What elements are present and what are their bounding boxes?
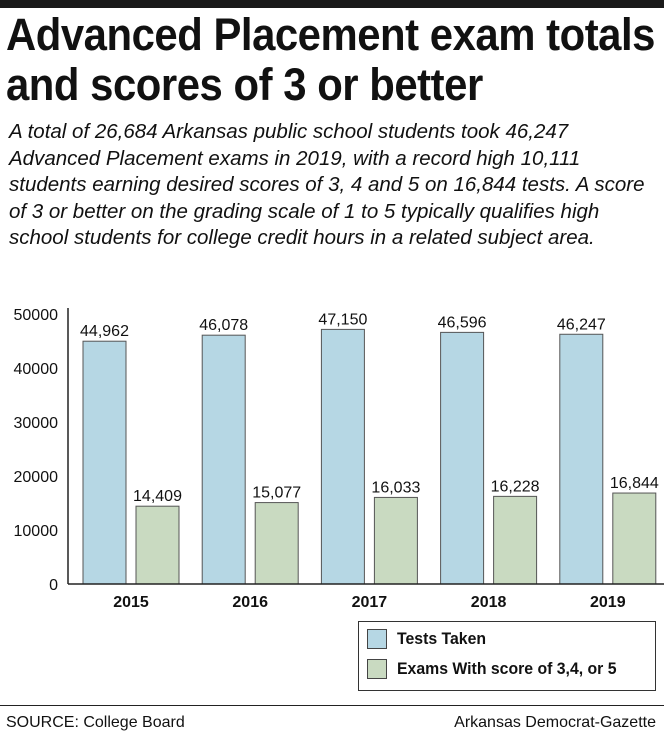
- y-tick-label: 50000: [14, 307, 59, 324]
- bar-exams-3-or-better: [254, 502, 299, 585]
- bar-exams-3-or-better: [493, 495, 538, 585]
- bar-exams-3-or-better: [135, 505, 180, 585]
- bar-tests-taken: [440, 331, 485, 585]
- legend-swatch-tests-taken: [367, 629, 387, 649]
- bar-exams-3-or-better: [373, 496, 418, 585]
- footer-rule: [0, 705, 664, 706]
- legend-item-exams-3-or-better: Exams With score of 3,4, or 5: [367, 659, 633, 679]
- legend-swatch-exams-3-or-better: [367, 659, 387, 679]
- dek-text: A total of 26,684 Arkansas public school…: [9, 120, 645, 249]
- legend-label-tests-taken: Tests Taken: [397, 629, 487, 648]
- bar-exams-3-or-better: [612, 492, 657, 585]
- bar-tests-taken: [559, 333, 604, 585]
- bar-tests-taken: [201, 334, 246, 585]
- chart-legend: Tests Taken Exams With score of 3,4, or …: [358, 621, 656, 691]
- y-tick-label: 30000: [14, 415, 59, 432]
- data-label-tests-taken: 46,078: [199, 317, 248, 334]
- data-label-exams-3-or-better: 14,409: [133, 488, 182, 505]
- publisher-credit: Arkansas Democrat-Gazette: [454, 714, 656, 731]
- y-tick-label: 20000: [14, 469, 59, 486]
- data-label-exams-3-or-better: 15,077: [252, 485, 301, 502]
- source-credit: SOURCE: College Board: [6, 714, 185, 731]
- x-tick-label: 2017: [352, 594, 388, 611]
- x-tick-label: 2018: [471, 594, 507, 611]
- data-label-exams-3-or-better: 16,844: [610, 475, 659, 492]
- y-tick-label: 40000: [14, 361, 59, 378]
- top-rule: [0, 0, 664, 8]
- y-tick-label: 10000: [14, 523, 59, 540]
- data-label-tests-taken: 47,150: [318, 311, 367, 328]
- data-label-exams-3-or-better: 16,033: [371, 479, 420, 496]
- y-tick-label: 0: [49, 577, 58, 594]
- x-tick-label: 2015: [113, 594, 149, 611]
- legend-label-exams-3-or-better: Exams With score of 3,4, or 5: [397, 659, 617, 678]
- bar-tests-taken: [82, 340, 127, 585]
- data-label-tests-taken: 46,596: [438, 314, 487, 331]
- bar-chart: 0 10000 20000 30000 40000 50000 44,962 14,409 20…: [14, 307, 664, 611]
- legend-item-tests-taken: Tests Taken: [367, 629, 493, 649]
- data-label-tests-taken: 44,962: [80, 323, 129, 340]
- data-label-tests-taken: 46,247: [557, 316, 606, 333]
- data-label-exams-3-or-better: 16,228: [491, 478, 540, 495]
- headline-line-2: and scores of 3 or better: [6, 59, 483, 110]
- headline-line-1: Advanced Placement exam totals: [6, 9, 655, 60]
- headline: Advanced Placement exam totals and score…: [6, 9, 655, 110]
- bar-tests-taken: [320, 328, 365, 585]
- x-tick-label: 2019: [590, 594, 626, 611]
- x-tick-label: 2016: [232, 594, 268, 611]
